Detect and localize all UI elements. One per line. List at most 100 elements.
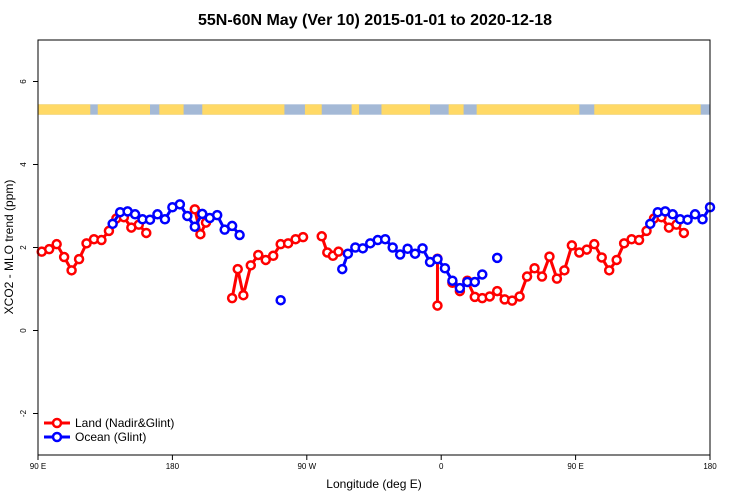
data-point (129, 209, 141, 220)
data-point (417, 243, 428, 254)
data-point (232, 263, 243, 275)
x-axis-label: Longitude (deg E) (326, 477, 421, 491)
data-point (521, 271, 533, 282)
data-point (667, 209, 678, 220)
data-point (454, 282, 466, 294)
x-axis: 90 E 180 90 W 0 90 E 180 (30, 455, 717, 471)
data-point (189, 221, 201, 232)
data-point (682, 214, 693, 225)
data-point (245, 260, 257, 271)
data-point (611, 254, 622, 266)
data-point (189, 204, 201, 215)
data-point (697, 214, 708, 225)
series-land (36, 204, 690, 311)
data-point (316, 231, 327, 242)
data-point (260, 254, 271, 266)
x-tick-label: 180 (166, 462, 180, 471)
data-point (536, 271, 548, 282)
data-point (226, 292, 238, 304)
series-ocean (107, 199, 716, 306)
data-point (197, 208, 208, 220)
data-point (402, 243, 413, 254)
data-point (275, 294, 286, 306)
data-point (581, 244, 593, 255)
data-point (484, 291, 495, 302)
x-tick-label: 0 (439, 462, 444, 471)
data-point (491, 285, 503, 297)
data-point (645, 218, 656, 230)
y-axis: -2 0 2 4 6 (19, 79, 38, 417)
data-point (447, 275, 458, 286)
data-point (195, 228, 206, 240)
data-point (379, 233, 391, 245)
y-tick-label: 2 (19, 245, 28, 250)
data-point (152, 209, 163, 220)
map-land-7 (448, 104, 464, 115)
data-point (469, 276, 481, 288)
y-tick-label: -2 (19, 409, 28, 417)
y-tick-label: 6 (19, 79, 28, 84)
data-point (432, 300, 443, 311)
data-point (234, 229, 245, 241)
data-point (333, 246, 344, 257)
data-point (182, 210, 193, 222)
data-point (253, 249, 264, 261)
data-point (432, 253, 443, 265)
data-point (66, 265, 77, 276)
data-point (107, 218, 118, 230)
data-point (297, 231, 309, 243)
map-land-1 (97, 104, 150, 115)
data-point (58, 251, 70, 263)
data-point (491, 252, 503, 264)
data-point (551, 273, 563, 284)
data-point (387, 242, 398, 253)
chart-title: 55N-60N May (Ver 10) 2015-01-01 to 2020-… (198, 12, 552, 29)
data-point (477, 269, 488, 280)
data-point (514, 291, 525, 302)
y-tick-label: 0 (19, 328, 28, 333)
data-point (81, 238, 92, 249)
data-point (226, 220, 238, 232)
data-point (337, 263, 348, 275)
data-point (51, 238, 62, 250)
plot-frame (37, 39, 711, 456)
map-ocean (38, 104, 710, 115)
data-point (603, 265, 615, 276)
map-land-2 (159, 104, 184, 115)
data-point (506, 295, 518, 306)
legend-marker-land (51, 417, 63, 429)
data-point (238, 289, 249, 301)
legend-marker-ocean (51, 431, 63, 443)
map-land-4 (304, 104, 322, 115)
data-point (409, 248, 421, 259)
data-point (394, 249, 406, 260)
data-point (544, 251, 555, 262)
data-point (282, 238, 294, 249)
data-point (342, 248, 354, 259)
map-land-6 (381, 104, 430, 115)
map-land-0 (38, 104, 91, 115)
data-point (73, 253, 85, 265)
y-axis-label: XCO2 - MLO trend (ppm) (2, 180, 16, 315)
data-marks (36, 199, 716, 311)
data-point (596, 252, 607, 263)
x-tick-label: 90 E (567, 462, 583, 471)
data-point (174, 199, 186, 210)
legend-label-land: Land (Nadir&Glint) (75, 416, 174, 430)
x-tick-label: 90 W (297, 462, 316, 471)
x-tick-label: 180 (703, 462, 717, 471)
world-map-strip (38, 104, 710, 115)
data-point (529, 263, 540, 274)
data-point (618, 238, 630, 249)
data-point (689, 209, 701, 220)
legend: Land (Nadir&Glint) Ocean (Glint) (44, 416, 174, 444)
data-point (357, 243, 369, 254)
map-land-5 (351, 104, 360, 115)
data-point (211, 209, 223, 221)
data-point (633, 234, 645, 246)
legend-label-ocean: Ocean (Glint) (75, 430, 146, 444)
y-tick-label: 4 (19, 162, 28, 167)
data-point (566, 240, 578, 251)
data-point (267, 250, 279, 262)
